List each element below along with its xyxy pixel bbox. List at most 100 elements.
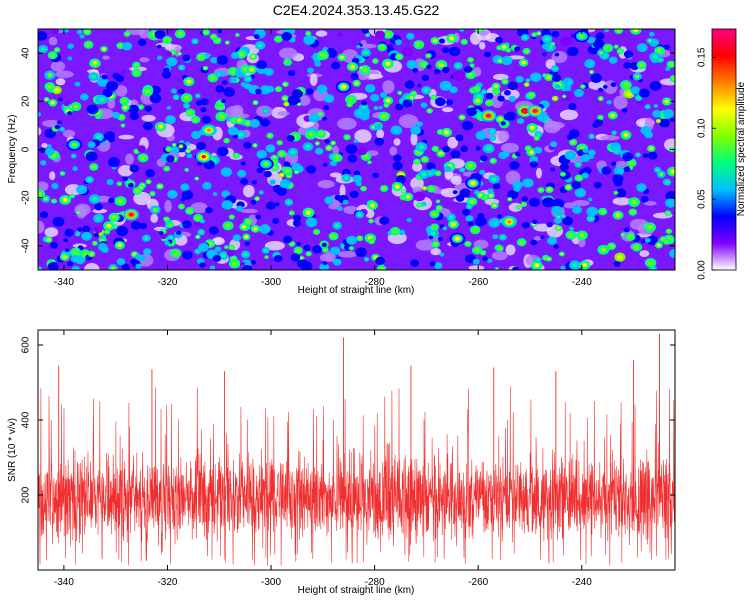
- heatmap-cell: [232, 234, 242, 242]
- heatmap-cell: [164, 240, 170, 246]
- heatmap-cell-core: [500, 235, 505, 239]
- heatmap-cell-core: [316, 142, 319, 145]
- heatmap-cell: [485, 92, 494, 100]
- heatmap-cell: [642, 153, 649, 159]
- heatmap-cell-core: [144, 89, 151, 94]
- heatmap-cell-core: [187, 209, 192, 213]
- heatmap-cell-core: [119, 115, 124, 119]
- heatmap-low-patch: [38, 220, 45, 234]
- heatmap-peak: [455, 236, 460, 241]
- heatmap-cell-core: [363, 50, 369, 55]
- heatmap-cell: [647, 151, 658, 160]
- heatmap-cell: [348, 146, 356, 153]
- heatmap-cell: [181, 190, 194, 200]
- heatmap-low-patch: [441, 107, 454, 113]
- heatmap-cell-core: [508, 198, 511, 201]
- heatmap-cell: [87, 141, 96, 148]
- heatmap-cell-core: [179, 205, 184, 208]
- heatmap-cell: [70, 255, 80, 263]
- heatmap-cell-core: [547, 188, 552, 192]
- x-tick-label: -340: [54, 577, 74, 588]
- heatmap-cell-core: [633, 29, 639, 33]
- heatmap-cell-core: [492, 204, 497, 208]
- heatmap-cell-core: [581, 85, 585, 88]
- heatmap-low-patch: [329, 172, 342, 178]
- heatmap-cell-core: [631, 199, 637, 205]
- heatmap-cell-core: [134, 63, 139, 67]
- heatmap-cell: [410, 259, 419, 267]
- heatmap-cell: [652, 110, 662, 118]
- heatmap-cell-core: [366, 33, 369, 37]
- heatmap-cell: [265, 201, 276, 210]
- heatmap-cell: [507, 189, 519, 200]
- heatmap-cell: [504, 89, 511, 96]
- heatmap-cell: [529, 161, 538, 168]
- heatmap-cell-core: [251, 55, 256, 59]
- heatmap-cell-core: [183, 95, 190, 101]
- heatmap-cell: [583, 167, 592, 174]
- heatmap-cell-core: [255, 197, 259, 200]
- heatmap-low-patch: [600, 135, 620, 141]
- heatmap-cell-core: [276, 37, 281, 41]
- heatmap-cell-core: [410, 95, 414, 99]
- heatmap-cell: [243, 141, 252, 149]
- heatmap-low-patch: [479, 41, 486, 50]
- heatmap-cell: [412, 67, 419, 73]
- heatmap-cell-core: [614, 191, 618, 194]
- heatmap-cell-core: [427, 54, 430, 57]
- heatmap-cell: [79, 34, 85, 39]
- heatmap-low-patch: [118, 134, 135, 140]
- heatmap-cell-core: [117, 198, 124, 204]
- heatmap-cell: [47, 261, 59, 270]
- heatmap-cell-core: [599, 51, 603, 55]
- heatmap-cell: [433, 262, 443, 270]
- heatmap-cell: [542, 52, 547, 57]
- heatmap-cell: [60, 29, 70, 33]
- heatmap-cell: [606, 100, 612, 105]
- heatmap-cell: [663, 44, 670, 50]
- heatmap-cell-core: [357, 213, 362, 217]
- heatmap-cell-core: [466, 242, 470, 246]
- heatmap-cell: [120, 70, 126, 75]
- heatmap-low-patch: [92, 208, 108, 214]
- heatmap-cell-core: [433, 242, 438, 247]
- heatmap-cell-core: [96, 134, 101, 140]
- heatmap-cell: [323, 94, 335, 103]
- heatmap-cell-core: [576, 176, 581, 180]
- heatmap-cell-core: [210, 75, 216, 80]
- x-tick-label: -280: [365, 577, 385, 588]
- heatmap-cell-core: [495, 267, 498, 270]
- heatmap-cell: [482, 256, 488, 262]
- heatmap-cell: [330, 246, 341, 256]
- spectrogram-panel: -340 -320 -300 -280 -260 -240 -40 -20 0 20 40 Hei…: [7, 28, 676, 296]
- colorbar-tick-label: 0.15: [697, 47, 708, 67]
- heatmap-cell: [475, 146, 481, 151]
- x-tick-label: -320: [157, 277, 177, 288]
- heatmap-cell-core: [460, 168, 464, 172]
- heatmap-cell: [308, 113, 320, 123]
- heatmap-cell-core: [237, 118, 242, 123]
- heatmap-cell: [342, 168, 351, 176]
- heatmap-cell-core: [494, 90, 499, 94]
- heatmap-cell-core: [437, 200, 440, 203]
- heatmap-cell: [566, 134, 574, 140]
- heatmap-cell-core: [438, 62, 445, 68]
- heatmap-cell-core: [502, 45, 507, 49]
- heatmap-cell: [426, 162, 436, 171]
- heatmap-cell-core: [174, 95, 178, 99]
- heatmap-cell: [40, 160, 47, 166]
- heatmap-low-patch: [533, 236, 542, 241]
- heatmap-cell: [442, 66, 450, 74]
- heatmap-cell: [259, 224, 271, 234]
- heatmap-cell: [38, 31, 48, 41]
- heatmap-cell-core: [134, 71, 139, 75]
- heatmap-cell-core: [616, 29, 621, 32]
- heatmap-low-patch: [107, 97, 116, 109]
- heatmap-cell-core: [460, 116, 464, 119]
- heatmap-cell: [574, 89, 584, 98]
- heatmap-cell-core: [169, 236, 173, 240]
- heatmap-cell: [549, 141, 558, 148]
- heatmap-cell: [314, 60, 322, 67]
- x-tick-label: -320: [157, 577, 177, 588]
- heatmap-cell: [323, 105, 330, 110]
